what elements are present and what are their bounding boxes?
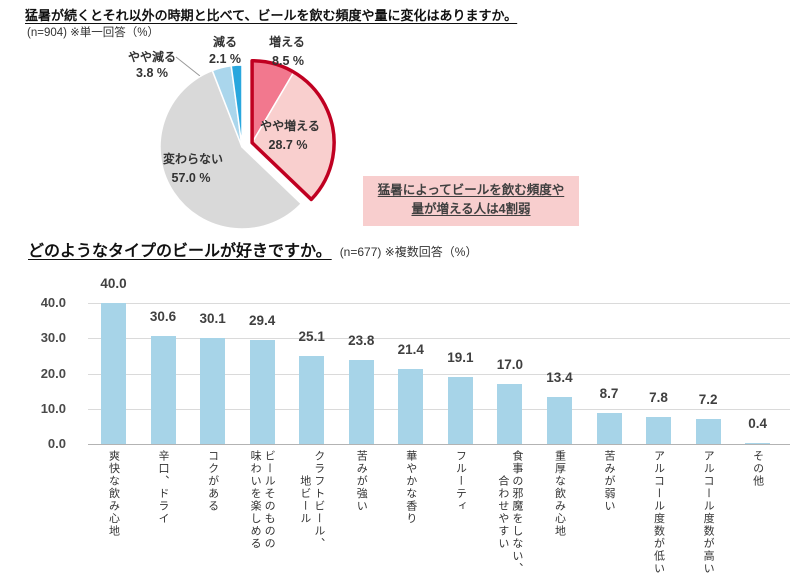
bar-value-label-6: 21.4	[397, 341, 424, 357]
pie-value-label-0: 8.5 %	[272, 54, 304, 68]
bar-7	[447, 376, 473, 444]
q1-title: 猛暑が続くとそれ以外の時期と比べて、ビールを飲む頻度や量に変化はありますか。	[25, 8, 518, 23]
bar-value-label-2: 30.1	[199, 310, 226, 326]
bar-category-label-8: 食事の邪魔をしない、 合わせやすい	[496, 450, 523, 575]
gridline-10.0	[88, 408, 790, 410]
bar-category-label-13: その他	[751, 450, 764, 488]
bar-value-label-0: 40.0	[100, 276, 127, 291]
bar-value-label-13: 0.4	[748, 415, 768, 431]
bar-value-label-5: 23.8	[348, 333, 375, 349]
bar-2	[200, 337, 226, 444]
pie-value-label-3: 3.8 %	[136, 66, 168, 80]
bar-3	[249, 340, 275, 444]
bar-category-label-5: 苦みが強い	[355, 450, 368, 513]
bar-0	[101, 303, 126, 444]
bar-value-label-12: 7.2	[698, 391, 718, 407]
bar-category-label-7: フルーティ	[454, 450, 467, 513]
bar-category-label-12: アルコール度数が高い	[702, 450, 715, 575]
y-tick-label-30.0: 30.0	[40, 330, 66, 346]
pie-slice-2	[159, 69, 303, 230]
bar-category-label-1: 辛口、ドライ	[157, 450, 170, 525]
pie-label-0: 増える	[269, 35, 305, 49]
bar-value-label-9: 13.4	[546, 369, 573, 385]
bar-category-label-10: 苦みが弱い	[603, 450, 615, 513]
gridline-20.0	[88, 373, 790, 375]
pie-label-2: 変わらない	[162, 152, 224, 166]
bar-12	[695, 418, 721, 444]
gridline-40.0	[88, 303, 790, 304]
bar-category-label-2: コクがある	[206, 450, 219, 513]
annotation-box: 猛暑によってビールを飲む頻度や 量が増える人は4割弱	[363, 176, 579, 226]
bar-11	[646, 416, 672, 444]
y-tick-label-0.0: 0.0	[47, 436, 66, 451]
q1-subtitle: (n=904) ※単一回答（%）	[27, 27, 160, 39]
annotation-line1: 猛暑によってビールを飲む頻度や	[377, 183, 565, 197]
bar-4	[299, 355, 325, 444]
bar-category-label-0: 爽快な飲み心地	[107, 450, 120, 538]
pie-value-label-4: 2.1 %	[209, 52, 241, 66]
bar-6	[398, 368, 424, 444]
y-tick-label-40.0: 40.0	[40, 295, 66, 310]
bar-category-label-3: ビールそのものの 味わいを楽しめる	[249, 450, 276, 550]
bar-1	[150, 336, 176, 444]
pie-value-label-2: 57.0 %	[171, 171, 211, 185]
bar-5	[348, 360, 374, 444]
annotation-line2: 量が増える人は4割弱	[411, 202, 531, 217]
bar-category-label-6: 華やかな香り	[404, 450, 417, 525]
bar-category-label-9: 重厚な飲み心地	[553, 450, 566, 538]
bar-category-label-11: アルコール度数が低い	[652, 450, 665, 575]
gridline-30.0	[88, 338, 790, 340]
q2-title: どのようなタイプのビールが好きですか。	[28, 243, 332, 260]
y-tick-label-20.0: 20.0	[40, 365, 66, 381]
pie-label-4: 減る	[212, 35, 238, 49]
q2-subtitle: (n=677) ※複数回答（%）	[339, 245, 478, 259]
bar-value-label-10: 8.7	[599, 386, 619, 402]
q2-header: どのようなタイプのビールが好きですか。 (n=677) ※複数回答（%）	[28, 237, 477, 261]
y-tick-label-10.0: 10.0	[40, 400, 66, 416]
bar-value-label-11: 7.8	[649, 389, 668, 405]
pie-value-label-1: 28.7 %	[268, 138, 308, 152]
bar-value-label-3: 29.4	[249, 313, 276, 329]
bar-8	[497, 384, 523, 444]
bar-value-label-1: 30.6	[149, 309, 177, 325]
bar-value-label-4: 25.1	[298, 328, 325, 344]
x-axis-line	[88, 444, 790, 445]
bar-value-label-7: 19.1	[447, 349, 474, 365]
pie-slice-4	[230, 64, 243, 148]
bar-9	[546, 396, 572, 444]
bar-category-label-4: クラフトビール、 地ビール	[298, 450, 325, 550]
bar-10	[596, 413, 622, 444]
bar-13	[745, 442, 771, 444]
pie-highlight-outline	[250, 58, 336, 202]
pie-chart	[159, 56, 336, 230]
pie-label-3: やや減る	[127, 50, 177, 64]
bar-value-label-8: 17.0	[496, 357, 524, 373]
pie-label-1: やや増える	[260, 119, 320, 133]
